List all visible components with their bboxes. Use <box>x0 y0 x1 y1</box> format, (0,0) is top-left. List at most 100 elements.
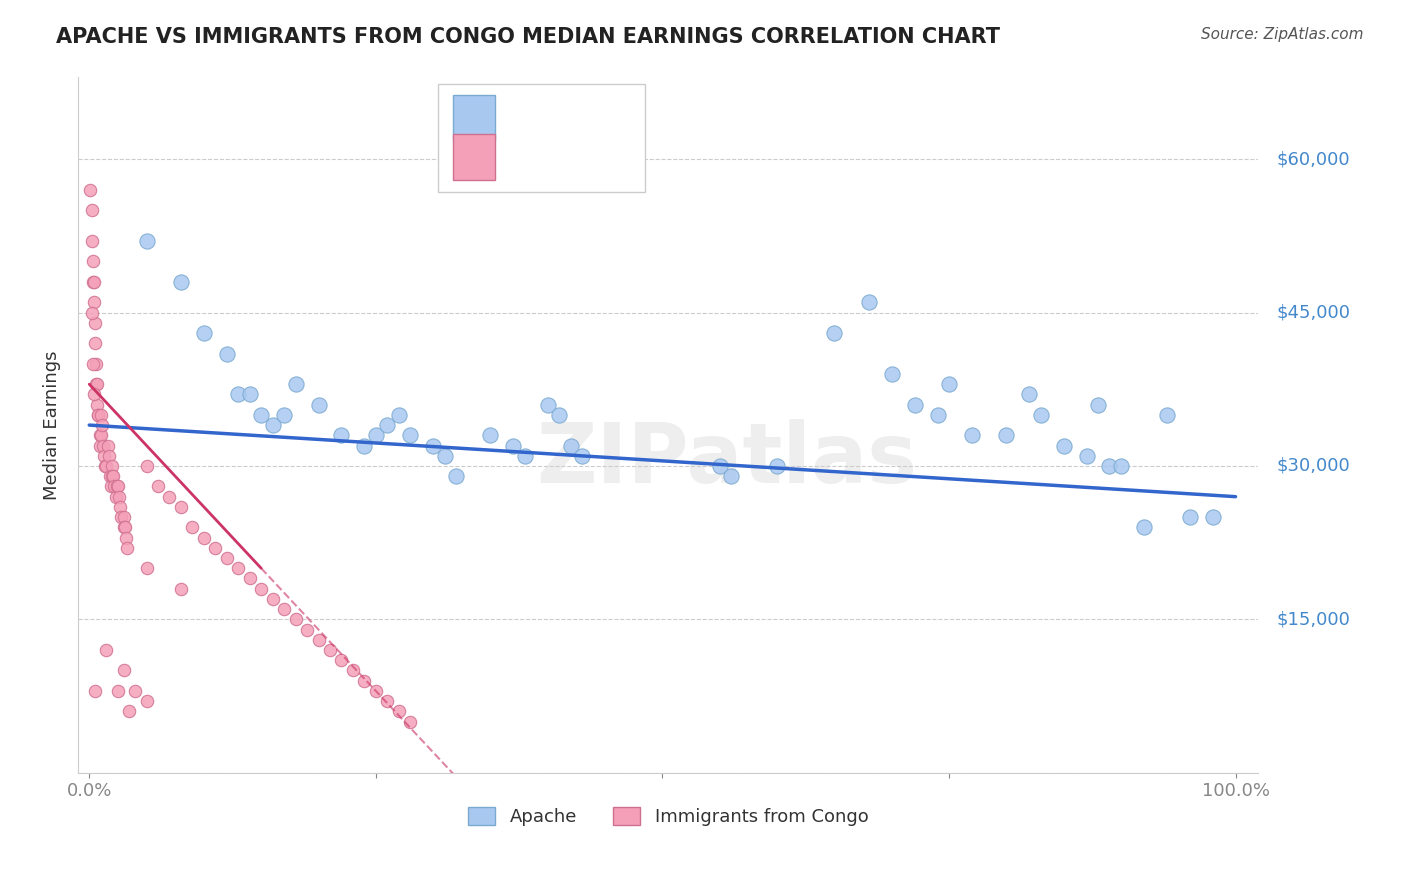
Point <box>90 408 112 422</box>
Text: N =: N = <box>574 107 610 126</box>
Point <box>903 398 925 412</box>
Point <box>87 408 110 422</box>
Y-axis label: Median Earnings: Median Earnings <box>44 351 60 500</box>
Point <box>86 377 108 392</box>
Point <box>766 458 789 473</box>
Point <box>90 418 112 433</box>
Text: 49: 49 <box>593 107 617 126</box>
Point <box>115 541 138 555</box>
Point <box>82 254 104 268</box>
Text: R =: R = <box>501 147 537 165</box>
Point <box>388 705 411 719</box>
Point <box>86 398 108 412</box>
Point <box>82 357 104 371</box>
Point <box>101 469 124 483</box>
Point <box>319 643 342 657</box>
Point <box>548 408 571 422</box>
Point <box>1098 458 1121 473</box>
Point <box>83 387 105 401</box>
Point <box>114 520 136 534</box>
Point <box>89 428 111 442</box>
Point <box>938 377 960 392</box>
Point <box>375 418 398 433</box>
Point <box>87 408 110 422</box>
Point <box>215 551 238 566</box>
Point <box>135 458 157 473</box>
Point <box>80 203 103 218</box>
Text: N =: N = <box>574 147 610 165</box>
Point <box>83 295 105 310</box>
Point <box>720 469 742 483</box>
Point <box>960 428 983 442</box>
Point <box>995 428 1018 442</box>
Point <box>103 469 125 483</box>
Text: Source: ZipAtlas.com: Source: ZipAtlas.com <box>1201 27 1364 42</box>
Point <box>84 316 107 330</box>
Point <box>82 275 104 289</box>
Point <box>239 387 262 401</box>
Point <box>364 684 387 698</box>
Point <box>399 428 422 442</box>
Point <box>193 531 215 545</box>
Point <box>159 490 181 504</box>
Point <box>97 438 120 452</box>
Point <box>204 541 226 555</box>
Point <box>1156 408 1178 422</box>
Point <box>170 500 193 514</box>
Point <box>84 377 107 392</box>
Point <box>364 428 387 442</box>
Point <box>84 357 107 371</box>
Point <box>103 479 125 493</box>
Point <box>250 582 273 596</box>
Point <box>84 684 107 698</box>
Point <box>444 469 467 483</box>
Point <box>215 346 238 360</box>
Point <box>96 643 118 657</box>
Point <box>1133 520 1156 534</box>
Point <box>571 449 593 463</box>
Point <box>308 632 330 647</box>
Point <box>1178 510 1201 524</box>
Text: APACHE VS IMMIGRANTS FROM CONGO MEDIAN EARNINGS CORRELATION CHART: APACHE VS IMMIGRANTS FROM CONGO MEDIAN E… <box>56 27 1000 46</box>
Text: R =: R = <box>501 107 537 126</box>
Point <box>273 408 295 422</box>
Point <box>124 684 146 698</box>
Point <box>273 602 295 616</box>
Legend: Apache, Immigrants from Congo: Apache, Immigrants from Congo <box>461 799 876 833</box>
Point <box>101 458 124 473</box>
Point <box>94 458 117 473</box>
Point <box>330 653 353 667</box>
Point <box>858 295 880 310</box>
Point <box>880 367 903 381</box>
Text: $15,000: $15,000 <box>1277 610 1350 628</box>
Point <box>330 428 353 442</box>
Point <box>375 694 398 708</box>
Point <box>104 490 127 504</box>
Point <box>181 520 204 534</box>
Point <box>108 490 131 504</box>
Point <box>284 377 307 392</box>
Point <box>433 449 456 463</box>
Point <box>193 326 215 340</box>
Point <box>97 449 120 463</box>
Point <box>108 500 131 514</box>
Point <box>1018 387 1040 401</box>
Point <box>295 623 318 637</box>
Point <box>226 561 249 575</box>
Point <box>98 469 121 483</box>
Text: ZIPatlas: ZIPatlas <box>537 419 918 500</box>
Point <box>823 326 845 340</box>
Point <box>1029 408 1052 422</box>
Point <box>399 714 422 729</box>
Point <box>112 664 135 678</box>
Point <box>118 705 141 719</box>
Point <box>342 664 364 678</box>
Text: $60,000: $60,000 <box>1277 150 1350 169</box>
Point <box>262 418 284 433</box>
Point <box>1076 449 1098 463</box>
Point <box>709 458 731 473</box>
FancyBboxPatch shape <box>437 85 644 192</box>
Point <box>90 428 112 442</box>
Point <box>115 531 138 545</box>
Point <box>388 408 411 422</box>
